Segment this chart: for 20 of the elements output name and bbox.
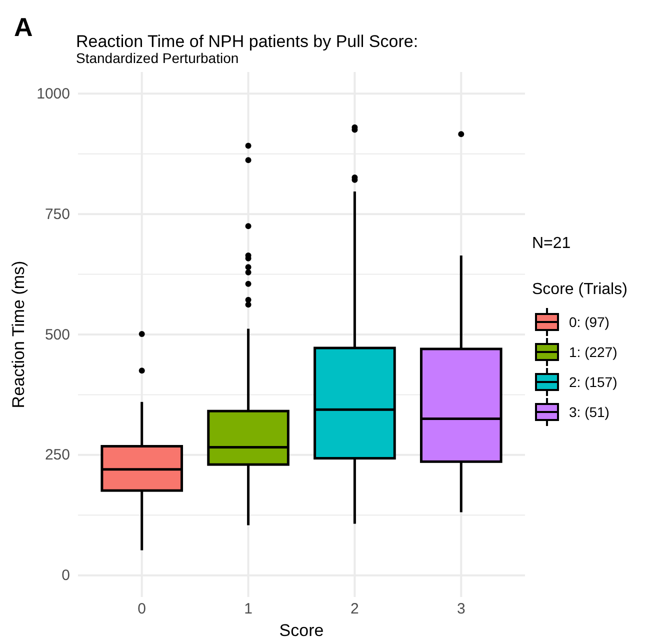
x-tick-label: 1 [244,600,252,618]
x-tick-label: 3 [456,600,466,618]
legend-label: 2: (157) [569,374,618,390]
chart-subtitle: Standardized Perturbation [76,50,239,66]
legend-label: 1: (227) [569,344,618,360]
y-axis-title: Reaction Time (ms) [9,260,28,408]
y-tick-label: 0 [62,567,70,584]
y-tick-label: 750 [44,206,70,223]
x-tick-label: 0 [138,600,146,618]
text: N=21 [532,235,571,252]
y-tick-label: 500 [44,326,70,344]
x-tick-label: 2 [350,600,359,618]
text: A [14,12,33,42]
y-tick-label: 250 [44,446,70,464]
legend-label: 0: (97) [569,314,610,330]
legend-label: 3: (51) [569,404,610,420]
y-tick-label: 1000 [36,85,70,102]
x-axis-title: Score [279,621,324,639]
legend-title: Score (Trials) [532,281,628,298]
chart-title: Reaction Time of NPH patients by Pull Score: [76,32,418,51]
